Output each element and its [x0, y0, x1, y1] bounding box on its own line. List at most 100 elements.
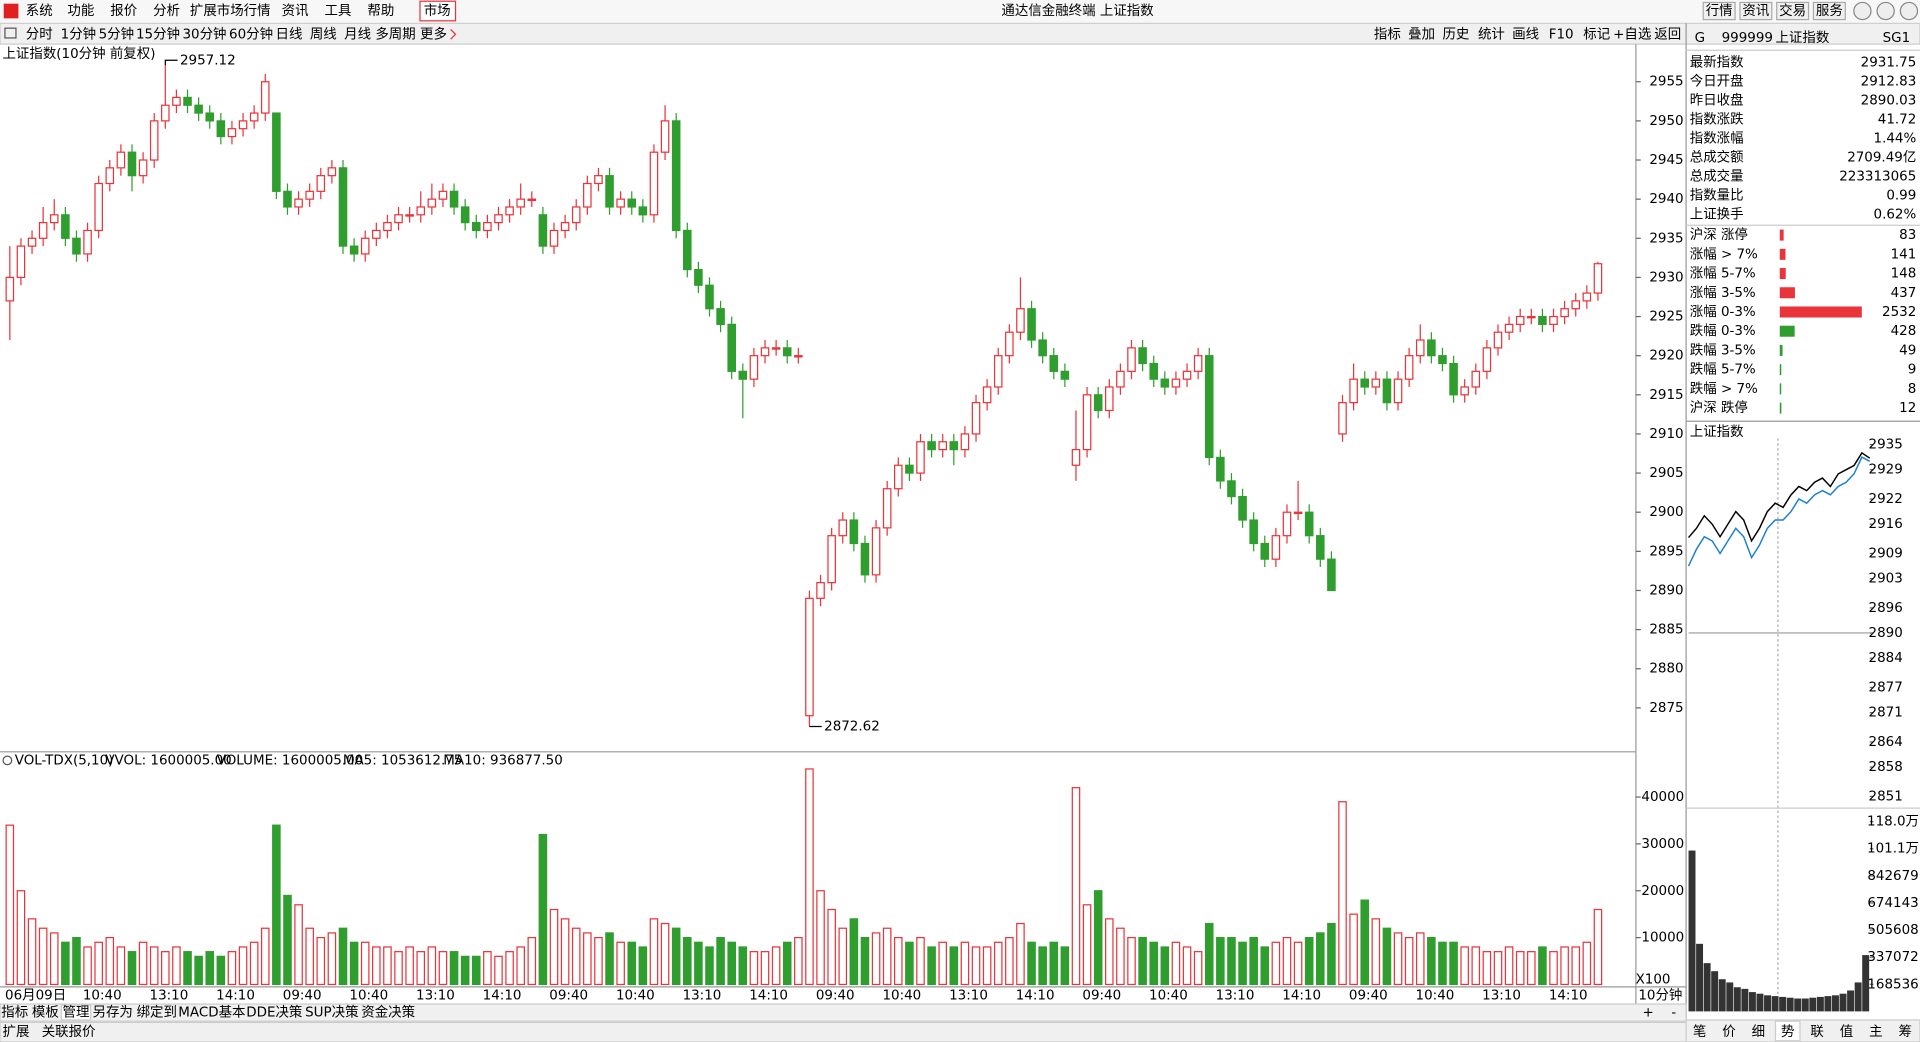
bottom-tab[interactable]: DDE决策 [246, 1004, 303, 1021]
window-control[interactable] [1876, 1, 1895, 21]
y-tick-label: 2884 [1869, 651, 1903, 666]
y-tick-label: 2935 [1649, 231, 1683, 246]
volume-bar [771, 946, 781, 986]
menu-item[interactable]: 帮助 [367, 3, 394, 19]
security-code: 999999 [1722, 31, 1773, 46]
volume-bar [1415, 932, 1425, 986]
side-tab[interactable]: 值 [1840, 1024, 1853, 1040]
y-tick-label: 2929 [1869, 463, 1903, 478]
bottom-tab[interactable]: 指标 [1, 1005, 28, 1021]
candle-body [749, 355, 759, 380]
bottom-tab[interactable]: 管理 [62, 1005, 89, 1021]
period-tab[interactable]: 30分钟 [183, 25, 227, 42]
menu-item[interactable]: 系统 [26, 3, 53, 19]
volume-bar [1582, 941, 1592, 986]
volume-bar [1482, 951, 1492, 986]
top-button[interactable]: 行情 [1706, 3, 1733, 19]
y-tick-label: 2858 [1869, 760, 1903, 775]
toolbar-button[interactable]: +自选 [1613, 26, 1651, 42]
market-tab[interactable]: 市场 [424, 2, 451, 19]
period-tab[interactable]: 多周期 [375, 25, 415, 42]
candle-body [894, 464, 903, 490]
side-tab[interactable]: 价 [1722, 1025, 1736, 1040]
candle-body [1427, 339, 1436, 357]
toolbar-button[interactable]: 画线 [1512, 26, 1539, 42]
mini-volume-bar [1688, 850, 1696, 1012]
candle-body [1527, 315, 1536, 319]
volume-bar [238, 946, 248, 986]
toolbar-button[interactable]: 标记 [1583, 26, 1610, 42]
side-tab[interactable]: 细 [1752, 1024, 1765, 1040]
security-name: 上证指数 [1775, 30, 1829, 46]
menu-item[interactable]: 扩展市场行情 [190, 2, 271, 19]
bottom-tab[interactable]: 绑定到 [137, 1005, 177, 1021]
candle-body [1371, 378, 1381, 388]
period-tab[interactable]: 分时 [26, 26, 53, 42]
menu-item[interactable]: 功能 [67, 3, 94, 19]
bottom-tab[interactable]: 资金决策 [361, 1004, 415, 1021]
period-tab[interactable]: 15分钟 [136, 25, 180, 42]
candle-body [1449, 362, 1458, 396]
side-tab[interactable]: 筹 [1899, 1023, 1912, 1040]
y-tick-label: 2916 [1869, 517, 1903, 532]
candle-body [1549, 315, 1558, 325]
y-tick-label: 2950 [1649, 114, 1683, 129]
volume-bar [127, 951, 137, 986]
menu-item[interactable]: 工具 [325, 4, 352, 19]
period-tab[interactable]: 月线 [344, 26, 371, 42]
volume-bar [327, 932, 337, 986]
period-tab[interactable]: 1分钟 [61, 25, 96, 42]
menu-item[interactable]: 资讯 [282, 3, 309, 19]
volume-bar [1016, 922, 1025, 986]
period-tab[interactable]: 60分钟 [229, 25, 273, 42]
status-item[interactable]: 扩展 [3, 1024, 30, 1040]
breadth-label: 跌幅 5-7% [1690, 362, 1756, 378]
volume-bar [716, 936, 725, 986]
top-button[interactable]: 交易 [1779, 2, 1806, 19]
period-tab[interactable]: 更多 [420, 25, 447, 42]
toolbar-button[interactable]: F10 [1549, 27, 1574, 42]
volume-bar [149, 946, 159, 986]
zoom-out[interactable]: - [1671, 1006, 1676, 1021]
toolbar-button[interactable]: 叠加 [1408, 26, 1435, 42]
toolbar-button[interactable]: 指标 [1374, 26, 1401, 42]
volume-bar [1038, 946, 1047, 986]
volume-bar [483, 951, 492, 986]
mini-volume-bar [1839, 993, 1847, 1012]
bottom-tab[interactable]: 模板 [32, 1005, 59, 1021]
bottom-tab[interactable]: 另存为 [93, 1005, 133, 1021]
bottom-bar [0, 1003, 1687, 1022]
side-tab[interactable]: 主 [1869, 1024, 1882, 1040]
period-tab[interactable]: 周线 [310, 26, 337, 42]
volume-bar [83, 946, 92, 986]
candle-body [905, 464, 914, 474]
breadth-label: 涨幅 5-7% [1690, 266, 1756, 282]
top-button[interactable]: 资讯 [1742, 3, 1769, 19]
window-control[interactable] [1853, 1, 1872, 21]
menu-item[interactable]: 分析 [153, 3, 180, 19]
toolbar-button[interactable]: 统计 [1478, 26, 1505, 42]
zoom-in[interactable]: + [1642, 1006, 1653, 1021]
x-tick-label: 10:40 [616, 988, 655, 1003]
bottom-tab[interactable]: MACD基本 [178, 1004, 245, 1021]
period-tab[interactable]: 5分钟 [99, 25, 134, 42]
period-tab[interactable]: 日线 [276, 26, 303, 42]
side-tab[interactable]: 联 [1810, 1024, 1823, 1040]
toolbar-button[interactable]: 返回 [1654, 26, 1681, 42]
window-control[interactable] [1899, 1, 1919, 21]
volume-bar [1105, 918, 1114, 986]
volume-bar [383, 946, 392, 986]
menu-item[interactable]: 报价 [110, 3, 137, 19]
volume-bar [782, 941, 792, 986]
volume-bar [705, 946, 714, 986]
volume-bar [94, 941, 103, 986]
bottom-tab[interactable]: SUP决策 [305, 1004, 359, 1021]
toolbar-button[interactable]: 历史 [1442, 26, 1469, 42]
candle-body [649, 151, 659, 216]
top-button[interactable]: 服务 [1816, 3, 1843, 19]
status-item[interactable]: 关联报价 [42, 1024, 96, 1040]
mini-volume-bar [1801, 998, 1809, 1012]
y-tick-label: 2895 [1649, 544, 1683, 559]
side-tab[interactable]: 笔 [1693, 1024, 1706, 1040]
side-tab[interactable]: 势 [1781, 1024, 1794, 1040]
